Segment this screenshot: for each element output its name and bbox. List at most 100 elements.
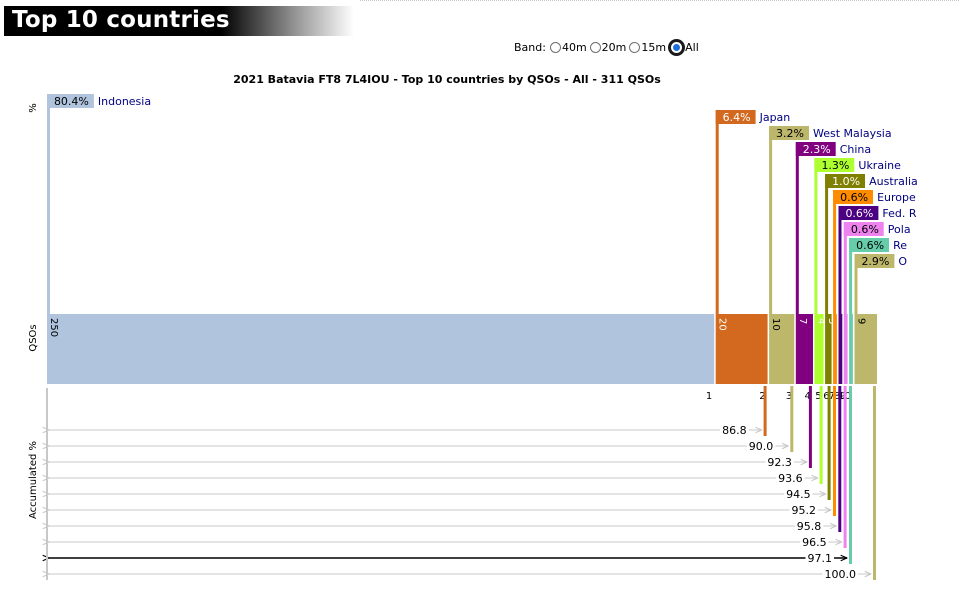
percent-box-2 (715, 110, 756, 124)
accumulated-label-bg-6 (789, 503, 818, 516)
accumulated-drop-5 (827, 386, 831, 500)
band-option-all-label: All (685, 40, 699, 54)
percent-stem-3 (769, 126, 773, 314)
accumulated-label-bg-8 (800, 535, 829, 548)
percent-value-5: 1.3% (821, 159, 849, 172)
accumulated-label-bg-10 (822, 567, 858, 580)
rank-2: 2 (759, 391, 765, 402)
percent-box-9 (843, 222, 884, 236)
bar-10 (849, 314, 853, 384)
band-option-40m[interactable]: 40m (549, 41, 587, 54)
accumulated-label-bg-3 (765, 455, 794, 468)
accumulated-label-bg-4 (776, 471, 805, 484)
page-heading-bar: Top 10 countries (4, 6, 354, 36)
country-label-3: West Malaysia (813, 127, 892, 140)
bar-7 (833, 314, 837, 384)
accumulated-drop-9 (849, 386, 852, 564)
bar-value-8: 2 (840, 318, 851, 324)
country-label-9: Pola (888, 223, 911, 236)
percent-stem-2 (715, 110, 719, 314)
accumulated-arrows: 86.890.0 92.3 93.6 94.5 95.2 95.8 96.5 97.1 100.… (47, 386, 876, 581)
bar-6 (825, 314, 832, 384)
y-axis-label-accumulated: Accumulated % (28, 441, 39, 519)
rank-8: 8 (834, 391, 840, 402)
percent-value-8: 0.6% (845, 207, 873, 220)
percent-stem-11 (854, 254, 858, 314)
band-selector: Band: 40m 20m 15m All (514, 38, 702, 56)
rank-9: 9 (839, 391, 845, 402)
rank-10: 10 (838, 391, 851, 402)
accumulated-label-bg-5 (784, 487, 813, 500)
bar-2 (715, 314, 768, 384)
bar-value-11: 9 (856, 318, 867, 324)
percent-box-5 (814, 158, 855, 172)
accumulated-label-bg-1 (720, 423, 749, 436)
bar-value-1: 250 (48, 318, 59, 337)
percent-value-11: 2.9% (861, 255, 889, 268)
percent-value-4: 2.3% (803, 143, 831, 156)
accumulated-value-10: 100.0 (825, 568, 857, 581)
radio-40m[interactable] (549, 41, 561, 53)
y-axis-label-qsos: QSOs (28, 324, 39, 351)
radio-15m[interactable] (629, 41, 641, 53)
percent-value-7: 0.6% (840, 191, 868, 204)
percent-stem-9 (843, 222, 847, 314)
y-axis-label-percent: % (28, 103, 39, 113)
band-option-all[interactable]: All (669, 39, 699, 55)
country-label-6: Australia (869, 175, 918, 188)
accumulated-drop-7 (838, 386, 842, 532)
country-label-11: O (898, 255, 907, 268)
percent-stem-6 (825, 174, 829, 314)
bar-8 (838, 314, 843, 384)
page-heading: Top 10 countries (12, 7, 230, 33)
radio-20m[interactable] (589, 41, 601, 53)
percent-value-3: 3.2% (776, 127, 804, 140)
bar-1 (47, 314, 715, 384)
accumulated-drop-3 (808, 386, 812, 468)
percent-stem-4 (795, 142, 799, 314)
rank-5: 5 (815, 391, 821, 402)
accumulated-label-bg-9 (805, 551, 834, 564)
band-option-20m-label: 20m (601, 40, 627, 54)
percent-stems (47, 94, 858, 314)
percent-value-2: 6.4% (723, 111, 751, 124)
country-label-1: Indonesia (98, 95, 151, 108)
percent-stem-8 (838, 206, 842, 314)
bar-4 (795, 314, 813, 384)
bar-value-4: 7 (797, 318, 808, 324)
rank-6: 6 (823, 391, 829, 402)
bar-value-10: 2 (850, 318, 861, 324)
percent-box-6 (825, 174, 865, 188)
percent-value-9: 0.6% (851, 223, 879, 236)
accumulated-drop-10 (873, 386, 876, 580)
percent-value-6: 1.0% (832, 175, 860, 188)
band-option-15m-label: 15m (641, 40, 667, 54)
percent-stem-10 (849, 238, 853, 314)
accumulated-value-4: 93.6 (778, 472, 803, 485)
percent-box-1 (47, 94, 94, 108)
bar-value-6: 3 (826, 318, 837, 324)
accumulated-drop-8 (843, 386, 847, 548)
band-option-15m[interactable]: 15m (629, 41, 666, 54)
rank-3: 3 (786, 391, 792, 402)
country-label-10: Re (893, 239, 907, 252)
band-label: Band: (514, 40, 546, 54)
accumulated-label-bg-7 (794, 519, 824, 532)
bar-value-2: 20 (717, 318, 728, 331)
radio-all[interactable] (669, 39, 685, 55)
accumulated-value-8: 96.5 (802, 536, 827, 549)
top-divider (360, 0, 959, 1)
accumulated-value-2: 90.0 (749, 440, 774, 453)
accumulated-label-bg-2 (746, 439, 776, 452)
accumulated-drop-4 (819, 386, 823, 484)
percent-value-10: 0.6% (856, 239, 884, 252)
accumulated-drop-1 (763, 386, 767, 436)
band-option-20m[interactable]: 20m (589, 40, 627, 54)
percent-box-8 (838, 206, 879, 220)
bar-value-9: 2 (845, 318, 856, 324)
accumulated-value-7: 95.8 (797, 520, 822, 533)
rank-1: 1 (706, 391, 712, 402)
